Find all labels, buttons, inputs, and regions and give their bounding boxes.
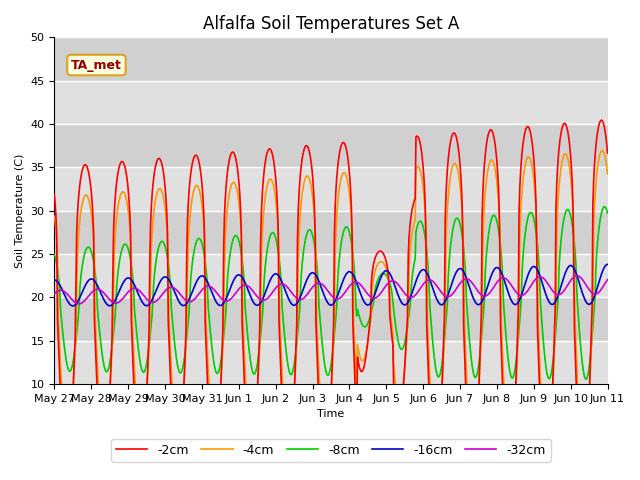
Text: TA_met: TA_met — [71, 59, 122, 72]
Bar — [54, 168, 607, 211]
-8cm — [604, 210, 611, 216]
-2cm — [173, 472, 181, 478]
-4cm — [61, 421, 68, 427]
Y-axis label: Soil Temperature (C): Soil Temperature (C) — [15, 154, 25, 268]
-4cm — [118, 190, 125, 196]
-16cm — [175, 298, 182, 303]
-8cm — [51, 252, 58, 257]
-4cm — [604, 171, 611, 177]
-16cm — [61, 292, 68, 298]
-8cm — [600, 204, 608, 209]
-32cm — [415, 288, 423, 293]
-32cm — [399, 288, 406, 294]
-4cm — [580, 458, 588, 464]
-4cm — [203, 334, 211, 340]
Line: -8cm: -8cm — [54, 206, 607, 379]
Line: -2cm: -2cm — [54, 120, 607, 480]
X-axis label: Time: Time — [317, 409, 344, 420]
-32cm — [204, 283, 211, 289]
-16cm — [69, 303, 77, 309]
-8cm — [415, 220, 422, 226]
Line: -32cm: -32cm — [54, 276, 607, 304]
Bar — [54, 124, 607, 168]
-16cm — [118, 282, 126, 288]
-2cm — [51, 192, 58, 197]
-16cm — [415, 271, 423, 277]
-4cm — [415, 164, 422, 169]
-2cm — [398, 401, 406, 407]
Bar — [54, 37, 607, 81]
-8cm — [61, 345, 68, 350]
-4cm — [51, 213, 58, 219]
-16cm — [51, 277, 58, 283]
-32cm — [604, 276, 611, 282]
-8cm — [118, 249, 125, 254]
Bar — [54, 254, 607, 297]
-8cm — [203, 273, 211, 279]
-2cm — [604, 150, 611, 156]
-4cm — [173, 442, 181, 447]
-2cm — [61, 457, 68, 463]
-16cm — [399, 301, 406, 307]
-2cm — [118, 159, 125, 165]
Legend: -2cm, -4cm, -8cm, -16cm, -32cm: -2cm, -4cm, -8cm, -16cm, -32cm — [111, 439, 551, 462]
Bar — [54, 81, 607, 124]
-8cm — [173, 362, 181, 368]
Line: -16cm: -16cm — [54, 264, 607, 306]
-32cm — [61, 288, 68, 294]
-8cm — [582, 376, 590, 382]
-16cm — [204, 279, 211, 285]
-2cm — [415, 134, 422, 140]
-16cm — [604, 262, 611, 267]
-32cm — [573, 273, 580, 278]
-32cm — [175, 289, 182, 295]
-8cm — [398, 347, 406, 352]
-32cm — [75, 301, 83, 307]
-4cm — [598, 147, 606, 153]
-32cm — [51, 291, 58, 297]
-4cm — [398, 391, 406, 396]
Title: Alfalfa Soil Temperatures Set A: Alfalfa Soil Temperatures Set A — [203, 15, 459, 33]
Bar — [54, 297, 607, 341]
-2cm — [203, 360, 211, 366]
-2cm — [598, 117, 605, 123]
Bar — [54, 211, 607, 254]
-32cm — [118, 296, 126, 302]
Bar — [54, 341, 607, 384]
Line: -4cm: -4cm — [54, 150, 607, 461]
